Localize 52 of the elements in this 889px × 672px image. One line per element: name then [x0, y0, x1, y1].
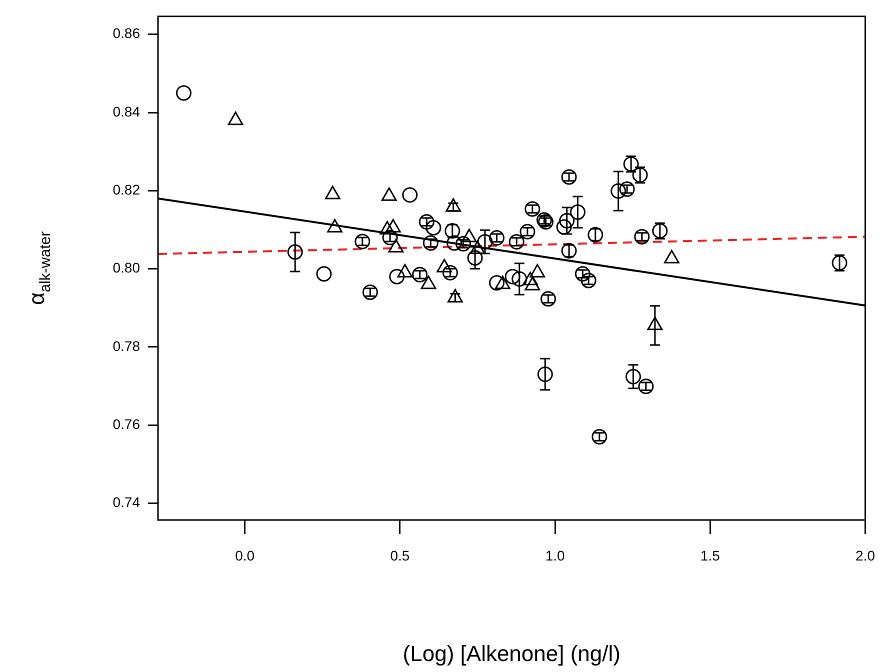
- point: [559, 212, 575, 228]
- point: [446, 235, 462, 251]
- point: [625, 368, 641, 384]
- y-tick-label: 0.82: [112, 182, 140, 198]
- point: [477, 234, 493, 250]
- point: [402, 187, 418, 203]
- point: [512, 271, 528, 287]
- point: [508, 234, 524, 250]
- point: [537, 366, 553, 382]
- point: [442, 264, 458, 280]
- point: [467, 250, 483, 266]
- y-tick-label: 0.86: [112, 25, 140, 42]
- x-tick-label: 2.0: [856, 547, 876, 564]
- point: [316, 266, 332, 282]
- y-tick-label: 0.80: [112, 260, 140, 276]
- x-axis-title: (Log) [Alkenone] (ng/l): [402, 640, 620, 666]
- point: [422, 235, 438, 251]
- point: [287, 244, 303, 260]
- point: [592, 429, 608, 445]
- point: [619, 181, 635, 197]
- y-axis-title: αalk-water: [24, 231, 54, 305]
- point: [176, 85, 192, 101]
- point: [540, 291, 556, 307]
- point: [580, 272, 596, 288]
- point: [504, 268, 520, 284]
- point: [412, 266, 428, 282]
- point: [556, 219, 572, 235]
- point: [488, 230, 504, 246]
- x-tick-label: 0.0: [235, 547, 255, 564]
- point: [638, 378, 654, 394]
- point: [426, 220, 442, 236]
- point: [520, 224, 536, 240]
- y-tick-label: 0.84: [112, 103, 140, 120]
- y-tick-label: 0.74: [112, 494, 140, 510]
- point: [488, 275, 504, 291]
- point: [561, 169, 577, 185]
- point: [382, 230, 398, 246]
- point: [634, 229, 650, 244]
- point: [389, 268, 405, 284]
- point: [574, 266, 590, 282]
- point: [362, 284, 378, 300]
- y-tick-label: 0.78: [112, 338, 140, 354]
- point: [455, 236, 471, 252]
- point: [610, 183, 626, 199]
- point: [524, 201, 540, 217]
- point: [354, 234, 370, 250]
- point: [570, 204, 586, 220]
- x-tick-label: 1.5: [700, 547, 720, 564]
- x-tick-label: 1.0: [545, 547, 566, 564]
- point: [418, 214, 434, 230]
- x-tick-label: 0.5: [390, 547, 410, 564]
- y-tick-label: 0.76: [112, 416, 140, 432]
